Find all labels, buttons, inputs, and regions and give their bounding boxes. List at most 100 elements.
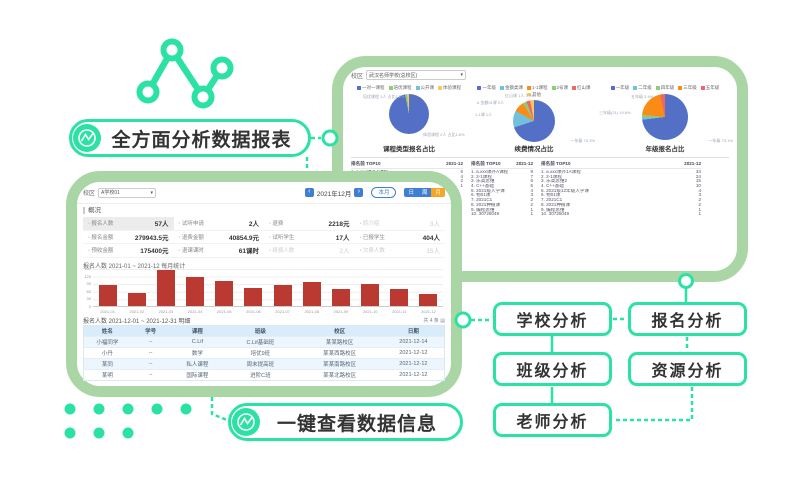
school-analysis-button[interactable]: 学校分析 — [493, 302, 612, 336]
xtick-label: 2021-12 — [421, 309, 436, 314]
pie-callout: 五年级 3.4% — [631, 94, 654, 99]
pie-callout: 体验课程 2人 占比1.6% — [423, 132, 465, 137]
bar — [273, 285, 292, 306]
xtick-label: 2021-05 — [216, 309, 232, 314]
teacher-analysis-button[interactable]: 老师分析 — [493, 403, 612, 437]
stat-label: 退费金额 — [179, 233, 204, 241]
cell-student-id: -- — [148, 372, 153, 378]
connector-resource-to-teacher — [614, 387, 694, 422]
ranking-item: 7. 2021C1 2 — [471, 198, 533, 203]
divider — [351, 157, 729, 158]
stat-label: 报名人数 — [88, 219, 113, 227]
segment-button[interactable]: 月 — [431, 188, 445, 197]
cell-course: 数学 — [191, 351, 203, 357]
pie-legend: 一对一课程 培优课程 公开课 体验课程 — [347, 85, 471, 91]
overview-stats-grid: 报名人数 57人 试听申请 2人 退费 2218元 转介绍 3人 报名金额 27… — [83, 217, 445, 258]
ranking-item: 1. a.xxx课外1A课程 34 — [541, 170, 701, 174]
legend-item: 金额类课 — [499, 85, 523, 91]
next-month-button[interactable]: › — [354, 188, 364, 197]
pie-callout: 1-1课 1人 — [475, 112, 493, 117]
xtick-label: 2021-02 — [129, 309, 145, 314]
date-label: 2021年12月 — [316, 190, 352, 198]
bar — [419, 294, 438, 306]
cell-student-id: -- — [148, 339, 153, 345]
cell-class: 进阶C班 — [250, 373, 271, 379]
table-header-cell: 课程 — [191, 329, 203, 335]
callout-bottom-label: 一键查看数据信息 — [276, 413, 437, 435]
grid-icon[interactable]: ▤ — [440, 318, 445, 324]
legend-item: 一对一课程 — [357, 85, 385, 91]
stat-cell: 转介绍 3人 — [354, 217, 445, 231]
period-segmented-control[interactable]: 日周月 — [404, 188, 445, 197]
divider — [77, 203, 451, 204]
stat-value: 404人 — [422, 234, 440, 242]
stat-value: 15人 — [426, 248, 440, 256]
resource-analysis-button[interactable]: 资源分析 — [628, 352, 747, 386]
stat-cell: 试听学生 17人 — [264, 231, 355, 244]
cell-date: 2021-12-14 — [399, 339, 428, 345]
ranking-header: 排名前 TOP10 2021-12 — [351, 161, 463, 169]
legend-item: 其他 — [527, 92, 541, 98]
ranking-item: 2. 2-1课程 24 — [541, 174, 701, 179]
stat-label: 退课课时 — [179, 246, 204, 254]
caret-down-icon: ▾ — [150, 189, 154, 196]
ranking-item: 6. 物01课 3 — [541, 193, 701, 198]
table-header-cell: 校区 — [334, 329, 346, 335]
cell-course: C.Lif — [191, 339, 204, 345]
pie-legend: 一年级 二年级 四年级 三年级 五年级 — [597, 85, 733, 91]
detail-dashboard-frame: 校区 A学校01 ▾ ‹ 2021年12月 › 本月 日周月 概况 报名人数 5… — [66, 171, 462, 397]
stat-label: 欠费人数 — [360, 246, 385, 254]
table-header-row: 姓名 学号 课程 班级 校区 日期 — [84, 326, 444, 336]
table-meta: 共 4 条 ▤ — [423, 318, 445, 324]
decor-trend-line — [145, 43, 225, 103]
segment-button[interactable]: 周 — [417, 188, 432, 197]
ranking-item: 9. 编程思维 1 — [471, 207, 533, 212]
bar-chart-title: 报名人数 2021-01 ~ 2021-12 每月统计 — [83, 264, 186, 270]
stat-label: 试听申请 — [179, 219, 204, 227]
ranking-item: 3. 乐高思维 6 — [471, 179, 533, 184]
legend-swatch — [700, 86, 705, 90]
ranking-header: 排名前 TOP10 2021-12 — [471, 161, 533, 169]
bar-chart-xlabels: 2021-01 2021-02 2021-03 2021-04 2021-05 2021-… — [93, 309, 443, 314]
stat-value: 17人 — [335, 234, 350, 242]
enrollment-analysis-button[interactable]: 报名分析 — [628, 302, 747, 336]
prev-month-button[interactable]: ‹ — [304, 188, 314, 197]
legend-item: 五年级 — [700, 85, 719, 91]
ranking-item: 2. 2-1课程 7 — [471, 174, 533, 179]
table-row: 某同 -- 私人课程 周末提高班 某某南路校区 2021-12-12 — [84, 358, 444, 369]
stat-value: 3人 — [429, 221, 440, 229]
callout-bottom-pill: 一键查看数据信息 — [228, 403, 463, 441]
legend-swatch — [357, 86, 361, 90]
decor-dots-grid — [64, 403, 192, 439]
connector-detail-to-callout-bottom — [210, 397, 228, 422]
caret-down-icon: ▾ — [460, 72, 464, 78]
campus-select[interactable]: 武汉名师学校(总校区) ▾ — [366, 70, 467, 80]
stat-cell: 预收金额 175400元 — [83, 244, 174, 258]
pie-title: 年级报名占比 — [645, 146, 685, 153]
stat-cell: 退课课时 61课时 — [173, 244, 264, 258]
current-month-button[interactable]: 本月 — [371, 187, 397, 198]
stat-cell: 报名人数 57人 — [83, 217, 174, 231]
school-select[interactable]: A学校01 ▾ — [98, 187, 157, 198]
segment-button[interactable]: 日 — [404, 188, 418, 197]
stat-cell: 续费人数 2人 — [264, 244, 355, 258]
cell-class: 培优9班 — [250, 351, 271, 357]
ytick-label: 90 — [86, 281, 91, 287]
legend-swatch — [526, 86, 531, 90]
pie-callout: 培优课程 1人 占比1.2% — [363, 94, 405, 99]
ytick-label: 60 — [86, 288, 91, 294]
class-analysis-button[interactable]: 班级分析 — [493, 352, 612, 386]
stat-cell: 欠费人数 15人 — [354, 244, 445, 258]
legend-item: 培优课程 — [388, 85, 412, 91]
ytick-label: 120 — [84, 273, 91, 279]
legend-swatch — [415, 86, 420, 90]
stat-value: 61课时 — [238, 248, 259, 256]
table-header-cell: 学号 — [145, 329, 157, 335]
trend-icon — [73, 124, 101, 152]
stat-label: 报名金额 — [88, 233, 113, 241]
cell-name: 某同 — [101, 362, 113, 368]
legend-item: 体验课程 — [438, 85, 461, 91]
stat-label: 退费 — [269, 219, 283, 227]
legend-swatch — [499, 86, 504, 90]
cell-campus: 某某南路校区 — [323, 362, 357, 368]
